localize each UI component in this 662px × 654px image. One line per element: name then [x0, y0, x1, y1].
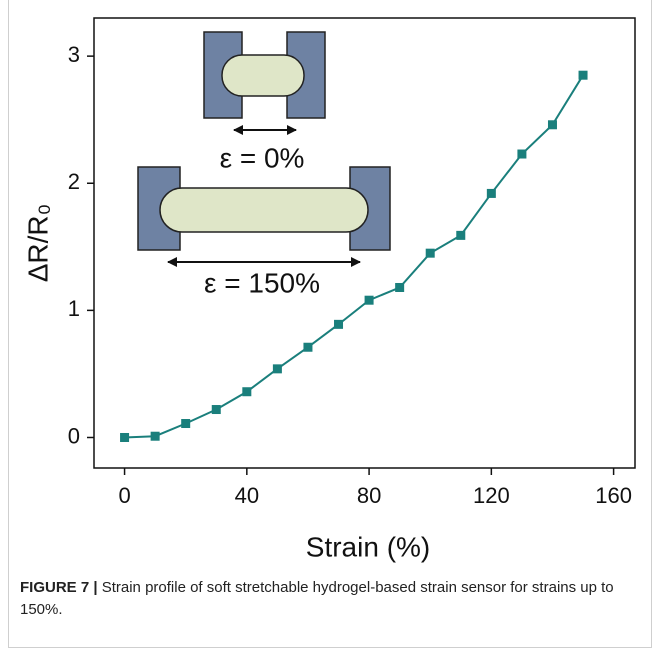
x-tick-label: 160	[595, 483, 632, 508]
data-point	[456, 231, 465, 240]
data-point	[242, 387, 251, 396]
data-point	[273, 364, 282, 373]
data-line	[125, 75, 583, 437]
data-point	[181, 419, 190, 428]
annotation: ε = 150%	[204, 267, 320, 298]
data-point	[579, 71, 588, 80]
data-point	[365, 296, 374, 305]
x-tick-label: 40	[235, 483, 259, 508]
hydrogel	[222, 55, 304, 96]
caption-text: Strain profile of soft stretchable hydro…	[20, 579, 614, 618]
x-axis-label: Strain (%)	[306, 531, 430, 562]
data-point	[517, 150, 526, 159]
x-tick-label: 80	[357, 483, 381, 508]
data-point	[334, 320, 343, 329]
y-tick-label: 0	[68, 423, 80, 448]
data-point	[548, 120, 557, 129]
data-point	[120, 433, 129, 442]
caption: FIGURE 7 | Strain profile of soft stretc…	[20, 577, 620, 621]
y-tick-label: 3	[68, 42, 80, 67]
y-tick-label: 2	[68, 169, 80, 194]
data-point	[487, 189, 496, 198]
caption-label: FIGURE 7 |	[20, 579, 98, 596]
data-point	[303, 343, 312, 352]
data-point	[426, 249, 435, 258]
y-axis-label: ΔR/R₀	[22, 204, 53, 283]
hydrogel	[160, 188, 368, 232]
data-point	[212, 405, 221, 414]
data-point	[151, 432, 160, 441]
x-tick-label: 0	[118, 483, 130, 508]
y-tick-label: 1	[68, 296, 80, 321]
page: ε = 0% ε = 150% Strain (%) ΔR/R₀ 0408012…	[0, 0, 662, 654]
x-tick-label: 120	[473, 483, 510, 508]
data-point	[395, 283, 404, 292]
annotation: ε = 0%	[220, 142, 305, 173]
